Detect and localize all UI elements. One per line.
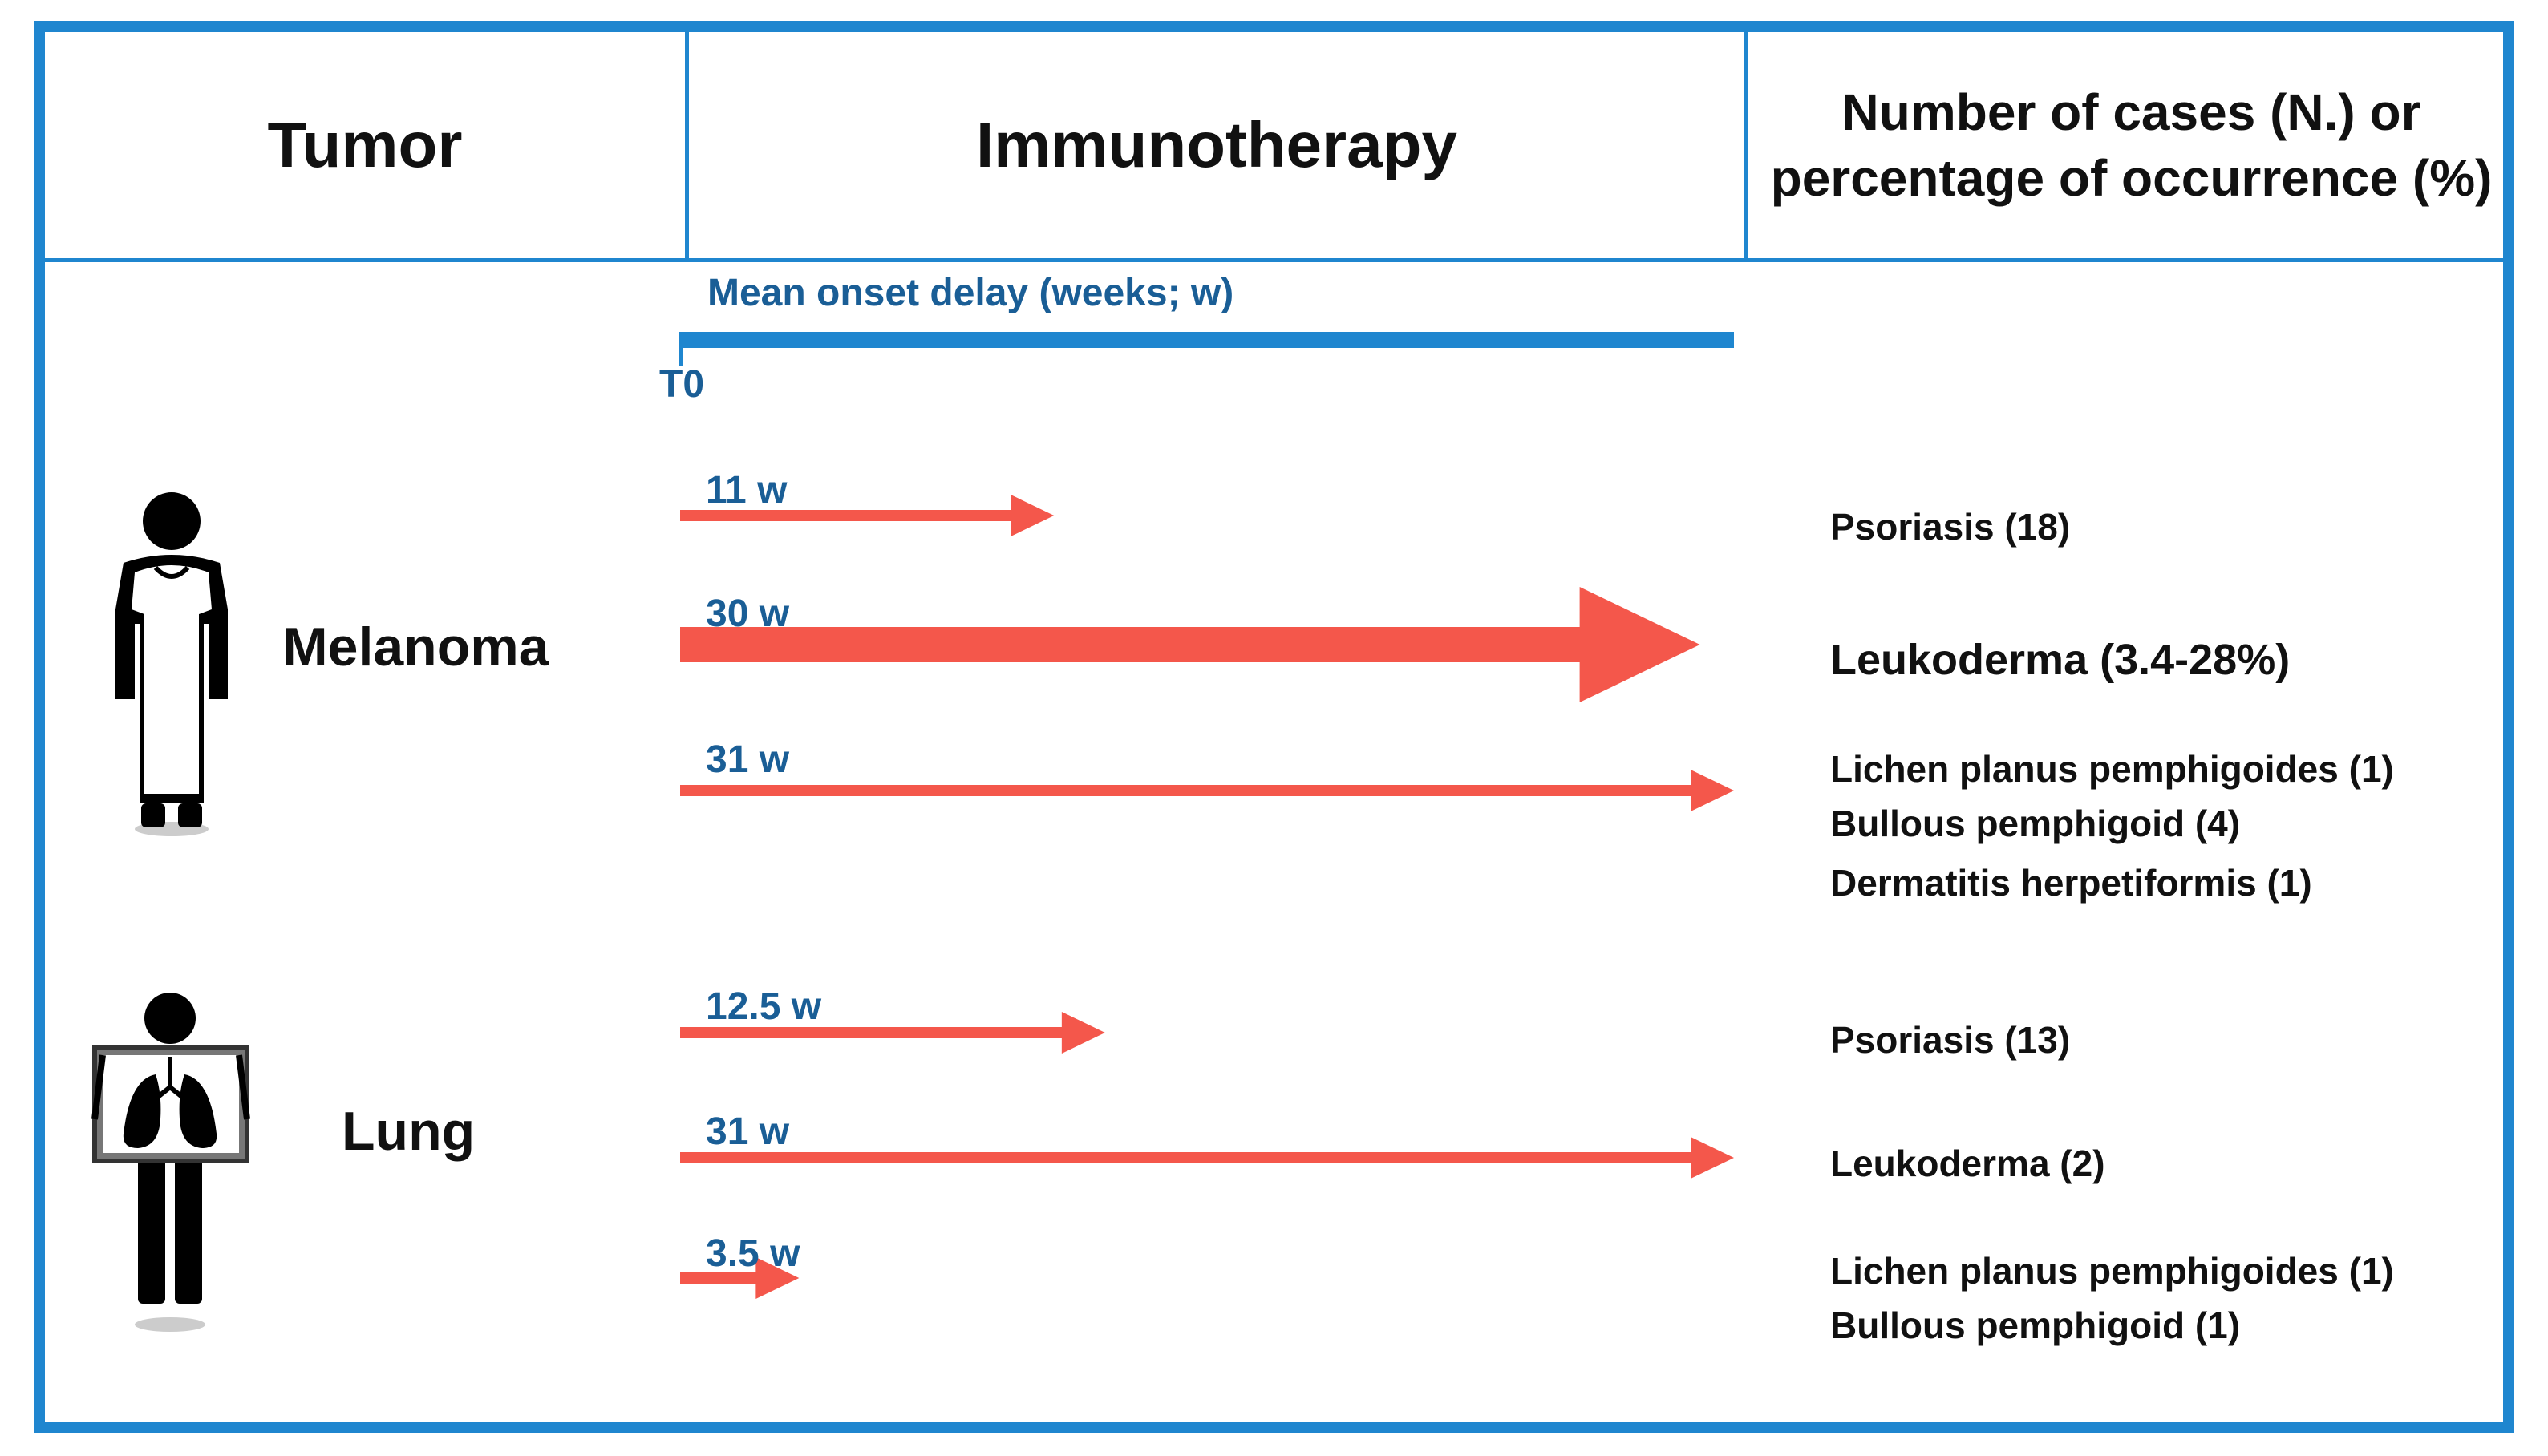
effect-melanoma-bullous: Bullous pemphigoid (4) — [1830, 803, 2241, 844]
onset-arrow-melanoma-bullous — [680, 770, 1734, 811]
timeline-title: Mean onset delay (weeks; w) — [707, 272, 1234, 314]
patient-gown-icon — [115, 492, 228, 836]
onset-label-melanoma-psoriasis: 11 w — [706, 469, 788, 512]
effect-melanoma-psoriasis: Psoriasis (18) — [1830, 506, 2071, 548]
onset-arrow-lung-psoriasis — [680, 1012, 1105, 1054]
onset-label-lung-bullous: 3.5 w — [706, 1232, 800, 1275]
header-cases-line1: Number of cases (N.) or — [1841, 83, 2421, 141]
effect-melanoma-leukoderma: Leukoderma (3.4-28%) — [1830, 636, 2291, 684]
timeline-origin-label: T0 — [659, 363, 705, 406]
onset-label-lung-leukoderma: 31 w — [706, 1110, 790, 1153]
header-divider — [45, 258, 2503, 262]
effect-lung-bullous: Bullous pemphigoid (1) — [1830, 1304, 2241, 1346]
timeline-bar — [679, 332, 1734, 348]
effect-lung-lichen: Lichen planus pemphigoides (1) — [1830, 1250, 2394, 1292]
onset-label-melanoma-bullous: 31 w — [706, 738, 790, 781]
effect-melanoma-lichen: Lichen planus pemphigoides (1) — [1830, 748, 2394, 790]
onset-arrows — [680, 495, 1734, 1299]
header-tumor: Tumor — [267, 109, 463, 180]
onset-arrow-lung-leukoderma — [680, 1137, 1734, 1179]
header-cases-line2: percentage of occurrence (%) — [1770, 149, 2493, 207]
tumor-name-lung: Lung — [342, 1101, 476, 1162]
column-divider — [1744, 32, 1748, 258]
effect-melanoma-dermatitis: Dermatitis herpetiformis (1) — [1830, 862, 2312, 904]
onset-label-melanoma-leukoderma: 30 w — [706, 593, 790, 635]
onset-arrow-melanoma-leukoderma — [680, 587, 1700, 702]
onset-arrow-lung-bullous — [680, 1257, 800, 1299]
timeline-origin-tick — [679, 332, 683, 366]
effect-lung-psoriasis: Psoriasis (13) — [1830, 1019, 2071, 1061]
onset-label-lung-psoriasis: 12.5 w — [706, 985, 822, 1028]
column-divider — [685, 32, 689, 258]
header-immunotherapy: Immunotherapy — [975, 109, 1458, 180]
onset-arrow-melanoma-psoriasis — [680, 495, 1055, 536]
patient-xray-lungs-icon — [91, 993, 250, 1332]
onset-delay-figure: Tumor Immunotherapy Number of cases (N.)… — [34, 21, 2514, 1433]
header-cases: Number of cases (N.) or percentage of oc… — [1748, 32, 2514, 258]
tumor-name-melanoma: Melanoma — [282, 617, 549, 677]
effect-lung-leukoderma: Leukoderma (2) — [1830, 1143, 2105, 1184]
